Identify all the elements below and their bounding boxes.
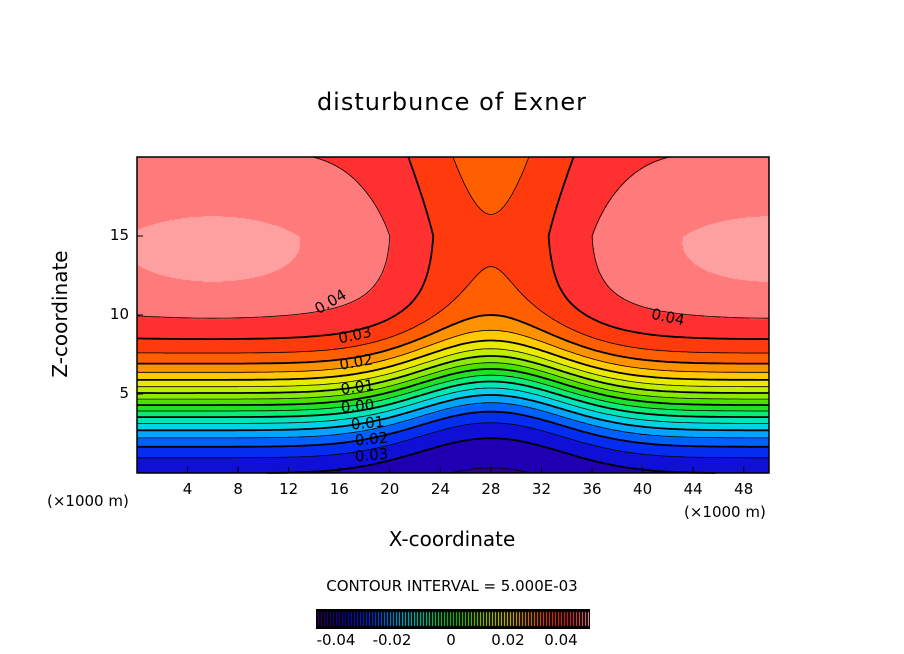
x-tick-label: 12: [279, 480, 299, 498]
colorbar: [316, 609, 590, 629]
colorbar-tick-label: 0.02: [491, 631, 525, 649]
contour-line: [137, 348, 769, 388]
contour-line: [137, 368, 769, 406]
x-axis-label: X-coordinate: [388, 527, 516, 551]
x-tick-label: 16: [329, 480, 349, 498]
x-tick-label: 20: [380, 480, 400, 498]
contour-line: [137, 329, 769, 373]
contour-label: 0.00: [340, 396, 375, 417]
contour-line: [137, 387, 769, 424]
y-axis-label: Z-coordinate: [48, 250, 72, 378]
contour-label: 0.01: [340, 376, 376, 398]
colorbar-tick-label: -0.04: [316, 631, 356, 649]
contour-interval-text: CONTOUR INTERVAL = 5.000E-03: [326, 577, 578, 595]
contour-line: [137, 410, 769, 448]
x-tick-label: 40: [633, 480, 653, 498]
contour-label: 0.04: [650, 305, 686, 330]
x-tick-label: 24: [430, 480, 450, 498]
contour-label: 0.02: [354, 429, 389, 450]
colorbar-tick-label: 0.04: [544, 631, 578, 649]
colorbar-tick-label: -0.02: [372, 631, 412, 649]
contour-line: [137, 374, 769, 412]
contour-line: [136, 156, 769, 354]
contour-line: [137, 394, 769, 432]
x-tick-label: 44: [683, 480, 703, 498]
y-tick-label: 10: [109, 305, 129, 323]
contour-line: [137, 362, 769, 400]
x-tick-label: 28: [481, 480, 501, 498]
x-tick-label: 32: [531, 480, 552, 498]
contour-line: [137, 422, 769, 459]
chart-title: disturbunce of Exner: [316, 88, 588, 116]
contour-label: 0.01: [350, 413, 385, 434]
contour-line: [137, 380, 769, 418]
x-unit-left: (×1000 m): [47, 492, 129, 510]
x-tick-label: 36: [582, 480, 602, 498]
x-tick-label: 4: [182, 480, 193, 498]
x-tick-label: 48: [734, 480, 754, 498]
contour-line: [137, 314, 769, 365]
contour-line: [136, 156, 769, 319]
y-tick-label: 15: [109, 226, 129, 244]
x-tick-label: 8: [233, 480, 243, 498]
contour-label: 0.03: [354, 445, 389, 466]
contour-line: [137, 339, 769, 381]
contour-line: [137, 355, 769, 394]
contour-label: 0.02: [338, 350, 374, 374]
contour-label: 0.04: [312, 286, 350, 318]
contour-line: [137, 156, 769, 340]
contour-line: [137, 402, 769, 439]
colorbar-tick-label: 0: [446, 631, 456, 649]
x-unit-right: (×1000 m): [684, 503, 766, 521]
filled-contour-field: [137, 157, 769, 473]
y-tick-label: 5: [119, 384, 129, 402]
